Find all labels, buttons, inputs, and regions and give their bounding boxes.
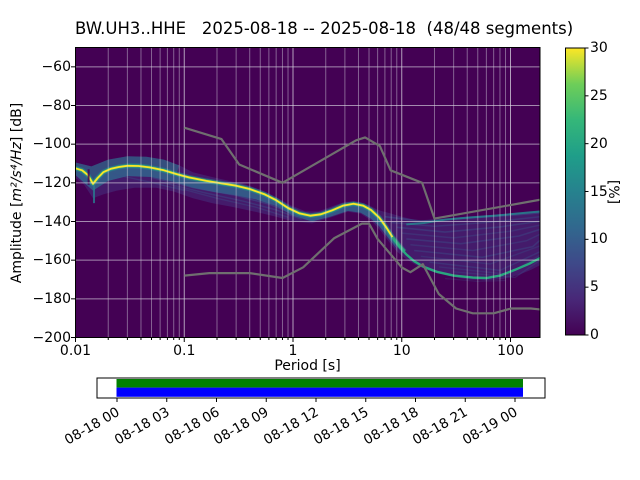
grid-layer (75, 47, 540, 338)
colorbar-tick-label: 0 (590, 327, 599, 343)
timeline-coverage-green (116, 379, 523, 388)
psd-longperiod-mode-line (393, 239, 540, 280)
noise-model-layer (183, 126, 540, 315)
y-tick-label: −200 (32, 329, 71, 346)
x-tick-label: 100 (497, 343, 524, 359)
y-tick-label: −100 (32, 136, 71, 153)
colorbar-tick-label: 5 (590, 279, 599, 296)
x-tick-label: 0.1 (173, 343, 196, 359)
y-axis-label-suffix: ] [dB] (9, 102, 25, 143)
y-tick-label: −160 (32, 252, 71, 269)
y-tick-label: −80 (41, 97, 71, 114)
plot-border (75, 47, 541, 338)
psd-density-layer (75, 156, 540, 283)
colorbar-tick-label: 25 (590, 87, 608, 104)
x-tick-label: 1 (288, 343, 298, 359)
colorbar (565, 47, 586, 336)
colorbar-tick-label: 10 (590, 231, 608, 248)
y-tick-label: −60 (41, 58, 71, 75)
plot-title: BW.UH3..HHE 2025-08-18 -- 2025-08-18 (48… (75, 19, 574, 38)
plot-background (75, 47, 540, 338)
nlnm-line (184, 222, 540, 315)
timeline-coverage-blue (116, 387, 523, 397)
y-axis-label: Amplitude [m²/s⁴/Hz] [dB] (9, 103, 25, 283)
colorbar-tick-label: 30 (590, 40, 608, 56)
psd-mode-line (75, 164, 394, 238)
x-axis-label: Period [s] (274, 358, 341, 374)
colorbar-tick-label: 20 (590, 135, 608, 152)
y-axis-label-units: m²/s⁴/Hz (9, 142, 25, 202)
nhnm-line (183, 126, 540, 220)
y-tick-label: −140 (32, 213, 71, 230)
colorbar-tick-label: 15 (590, 183, 608, 200)
y-tick-label: −120 (32, 174, 71, 191)
y-tick-label: −180 (32, 290, 71, 307)
x-tick-label: 0.01 (59, 343, 92, 359)
y-axis-label-prefix: Amplitude [ (9, 201, 25, 284)
x-tick-label: 10 (392, 343, 411, 359)
